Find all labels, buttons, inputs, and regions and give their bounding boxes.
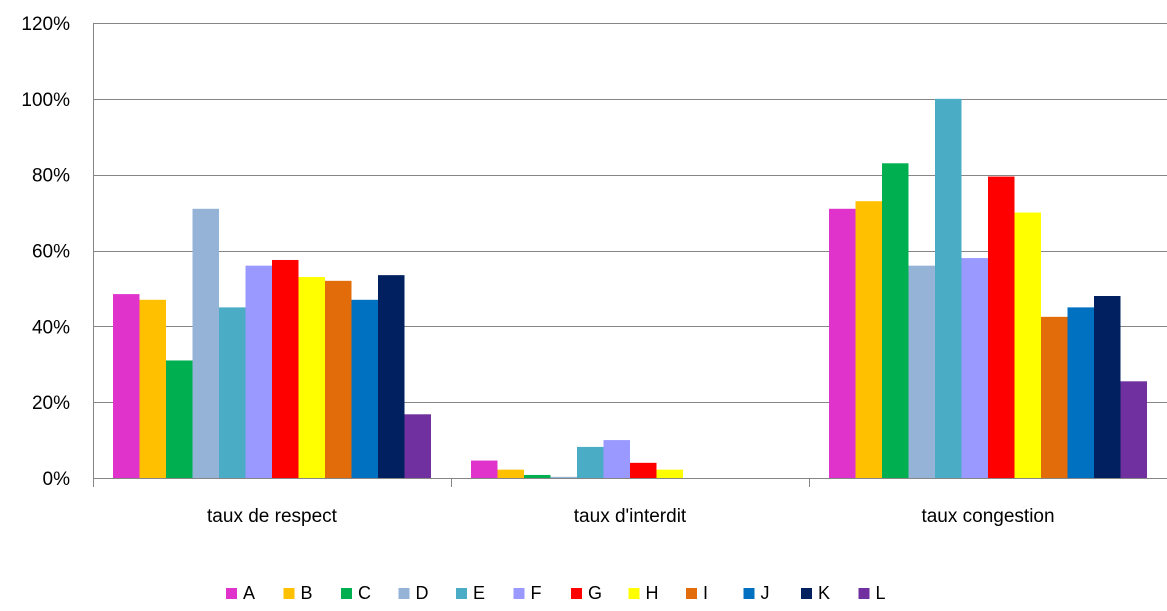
legend-swatch — [283, 588, 295, 599]
bar-E-2 — [935, 98, 962, 478]
legend-item-D: D — [398, 583, 429, 603]
legend-swatch — [858, 588, 870, 599]
legend-swatch — [801, 588, 812, 599]
legend-label: H — [646, 583, 659, 603]
bar-G-1 — [630, 462, 657, 478]
legend-label: G — [588, 583, 602, 603]
bar-C-0 — [166, 360, 193, 478]
y-tick-label: 120% — [21, 14, 70, 35]
bar-F-0 — [245, 265, 272, 478]
legend-item-A: A — [226, 583, 255, 603]
legend-swatch — [398, 588, 410, 599]
bar-B-2 — [855, 201, 882, 479]
y-tick-label: 60% — [32, 242, 70, 263]
bar-D-1 — [550, 476, 577, 478]
y-tick-label: 0% — [43, 469, 71, 490]
x-axis-category-labels: taux de respect taux d'interdit taux conge… — [207, 506, 1055, 527]
bar-K-2 — [1094, 296, 1121, 478]
y-tick-label: 20% — [32, 393, 70, 414]
bar-H-0 — [298, 277, 325, 478]
legend-swatch — [456, 588, 467, 599]
bar-F-2 — [961, 258, 988, 478]
x-category-label: taux congestion — [921, 506, 1054, 527]
legend-item-C: C — [341, 583, 371, 603]
legend-swatch — [513, 588, 525, 599]
legend-item-F: F — [513, 583, 542, 603]
x-category-label: taux de respect — [207, 506, 338, 527]
legend-item-H: H — [628, 583, 659, 603]
bar-J-2 — [1067, 307, 1094, 478]
legend: A B C D E F G H I J K L — [226, 583, 886, 603]
y-tick-label: 40% — [32, 317, 70, 338]
legend-swatch — [743, 588, 755, 599]
legend-label: J — [761, 583, 770, 603]
legend-label: F — [531, 583, 542, 603]
bar-I-2 — [1041, 316, 1068, 478]
bars — [113, 98, 1147, 479]
legend-label: E — [473, 583, 485, 603]
legend-item-J: J — [743, 583, 770, 603]
bar-G-0 — [272, 259, 299, 478]
y-axis-tick-labels: 0% 20% 40% 60% 80% 100% 120% — [21, 14, 70, 490]
legend-item-B: B — [283, 583, 313, 603]
bar-J-0 — [351, 299, 378, 478]
bar-E-0 — [219, 307, 246, 478]
legend-item-K: K — [801, 583, 830, 603]
bar-H-2 — [1014, 212, 1041, 479]
x-category-label: taux d'interdit — [574, 506, 687, 527]
bar-K-0 — [378, 275, 405, 478]
bar-L-0 — [404, 414, 431, 478]
y-tick-label: 100% — [21, 90, 70, 111]
x-axis — [93, 23, 1167, 487]
legend-label: K — [818, 583, 830, 603]
legend-label: B — [301, 583, 313, 603]
bar-F-1 — [603, 440, 630, 478]
y-tick-label: 80% — [32, 166, 70, 187]
bar-A-0 — [113, 294, 140, 478]
bar-I-0 — [325, 280, 352, 478]
bar-H-1 — [656, 469, 683, 478]
legend-swatch — [571, 588, 582, 599]
bar-B-0 — [139, 299, 166, 478]
bar-G-2 — [988, 176, 1015, 478]
legend-label: A — [243, 583, 255, 603]
bar-A-2 — [829, 208, 856, 478]
bar-C-1 — [524, 474, 551, 478]
legend-item-L: L — [858, 583, 886, 603]
legend-label: I — [703, 583, 708, 603]
bar-C-2 — [882, 163, 909, 478]
legend-item-E: E — [456, 583, 485, 603]
legend-swatch — [226, 588, 237, 599]
legend-swatch — [341, 588, 352, 599]
legend-item-G: G — [571, 583, 602, 603]
bar-E-1 — [577, 446, 604, 478]
legend-label: D — [416, 583, 429, 603]
legend-item-I: I — [686, 583, 708, 603]
legend-swatch — [686, 588, 697, 599]
bar-D-0 — [192, 208, 219, 478]
bar-B-1 — [497, 469, 524, 478]
bar-L-2 — [1120, 381, 1147, 478]
legend-label: L — [876, 583, 886, 603]
legend-label: C — [358, 583, 371, 603]
bar-D-2 — [908, 265, 935, 478]
legend-swatch — [628, 588, 640, 599]
bar-A-1 — [471, 460, 498, 478]
